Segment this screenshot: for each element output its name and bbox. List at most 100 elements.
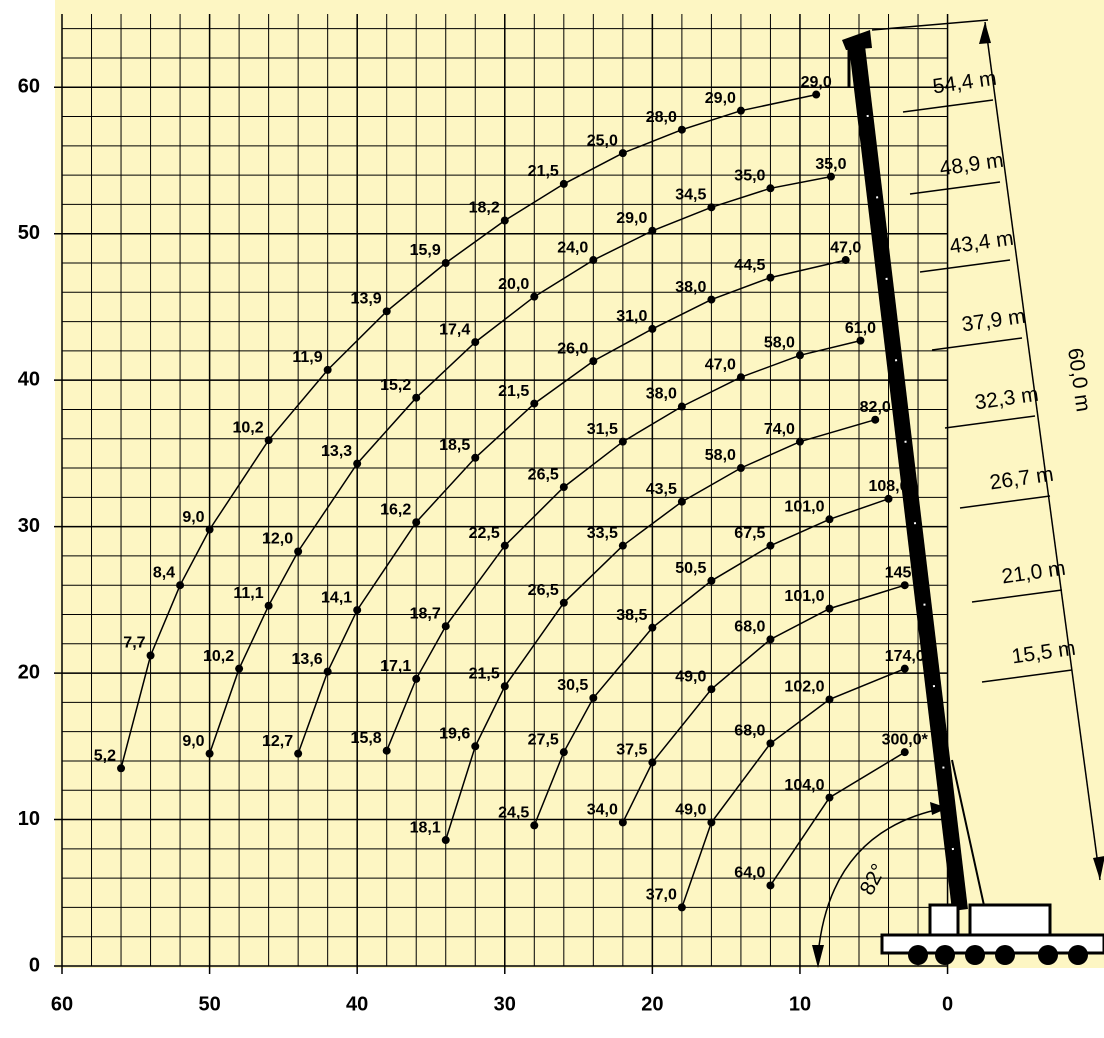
load-label: 67,5 <box>734 525 765 542</box>
load-label: 31,5 <box>587 421 618 438</box>
load-label: 11,9 <box>292 349 322 366</box>
load-point <box>618 149 627 158</box>
load-label: 37,5 <box>616 742 647 759</box>
load-point <box>471 453 480 462</box>
load-label: 5,2 <box>94 747 116 764</box>
load-point <box>766 541 775 550</box>
load-point <box>826 172 835 181</box>
load-label: 37,0 <box>646 887 677 904</box>
load-label: 21,5 <box>498 383 529 400</box>
load-label: 26,5 <box>528 466 559 483</box>
load-label: 10,2 <box>232 419 263 436</box>
load-point <box>559 483 568 492</box>
load-label: 29,0 <box>801 74 832 91</box>
load-label: 7,7 <box>123 635 145 652</box>
load-point <box>825 695 834 704</box>
load-point <box>707 818 716 827</box>
wheel <box>1068 945 1088 965</box>
load-point <box>812 90 821 99</box>
y-tick-label: 0 <box>29 954 40 976</box>
load-point <box>441 836 450 845</box>
load-point <box>412 518 421 527</box>
load-point <box>677 497 686 506</box>
load-label: 29,0 <box>705 90 736 107</box>
load-label: 35,0 <box>734 168 765 185</box>
load-label: 8,4 <box>153 564 175 581</box>
load-point <box>871 415 880 424</box>
load-point <box>648 226 657 235</box>
boom-cylinder <box>951 759 986 911</box>
boom-length-underline <box>971 589 1063 603</box>
load-point <box>900 581 909 590</box>
load-point <box>559 598 568 607</box>
load-curve <box>622 584 906 823</box>
grid <box>54 14 949 974</box>
load-label: 28,0 <box>646 109 677 126</box>
x-tick-label: 50 <box>198 993 220 1015</box>
load-label: 58,0 <box>764 334 795 351</box>
load-label: 38,0 <box>646 386 677 403</box>
load-point <box>323 365 332 374</box>
load-point <box>841 256 850 265</box>
load-point <box>205 525 214 534</box>
load-point <box>559 179 568 188</box>
load-point <box>900 748 909 757</box>
load-point <box>264 601 273 610</box>
load-label: 104,0 <box>784 777 824 794</box>
y-tick-label: 50 <box>18 222 40 244</box>
load-point <box>353 606 362 615</box>
x-tick-label: 20 <box>641 993 663 1015</box>
load-point <box>618 437 627 446</box>
load-point <box>146 651 155 660</box>
load-label: 47,0 <box>830 239 861 256</box>
x-tick-label: 30 <box>494 993 516 1015</box>
load-label: 47,0 <box>705 356 736 373</box>
boom <box>848 37 968 911</box>
plot-background <box>55 0 1104 968</box>
load-point <box>736 373 745 382</box>
cab <box>928 903 960 937</box>
load-label: 17,1 <box>380 658 411 675</box>
load-point <box>500 541 509 550</box>
load-label: 18,1 <box>410 819 441 836</box>
load-point <box>707 203 716 212</box>
load-label: 300,0* <box>882 731 929 748</box>
load-point <box>648 324 657 333</box>
load-label: 14,1 <box>321 589 352 606</box>
boom-length-underline <box>919 259 1011 273</box>
load-point <box>766 273 775 282</box>
y-tick-label: 40 <box>18 368 40 390</box>
load-label: 18,5 <box>439 437 470 454</box>
wheel <box>965 945 985 965</box>
load-point <box>707 295 716 304</box>
load-point <box>795 351 804 360</box>
load-label: 101,0 <box>784 588 824 605</box>
load-point <box>825 515 834 524</box>
load-label: 27,5 <box>528 731 559 748</box>
boom-length-underline <box>944 415 1036 429</box>
load-point <box>707 685 716 694</box>
load-label: 11,1 <box>233 585 263 602</box>
load-label: 10,2 <box>203 648 234 665</box>
x-tick-label: 0 <box>942 993 953 1015</box>
load-label: 21,5 <box>469 665 500 682</box>
load-label: 34,0 <box>587 802 618 819</box>
load-point <box>618 818 627 827</box>
load-label: 82,0 <box>860 399 891 416</box>
load-point <box>500 682 509 691</box>
boom-length-underline <box>902 99 994 113</box>
load-label: 30,5 <box>557 677 588 694</box>
wheel <box>908 945 928 965</box>
load-point <box>264 436 273 445</box>
load-label: 174,0 <box>885 648 925 665</box>
load-label: 12,0 <box>262 531 293 548</box>
load-label: 101,0 <box>784 499 824 516</box>
load-label: 29,0 <box>616 210 647 227</box>
load-curve <box>120 93 817 769</box>
load-point <box>900 664 909 673</box>
load-point <box>471 338 480 347</box>
load-point <box>294 547 303 556</box>
load-point <box>530 821 539 830</box>
load-point <box>235 664 244 673</box>
